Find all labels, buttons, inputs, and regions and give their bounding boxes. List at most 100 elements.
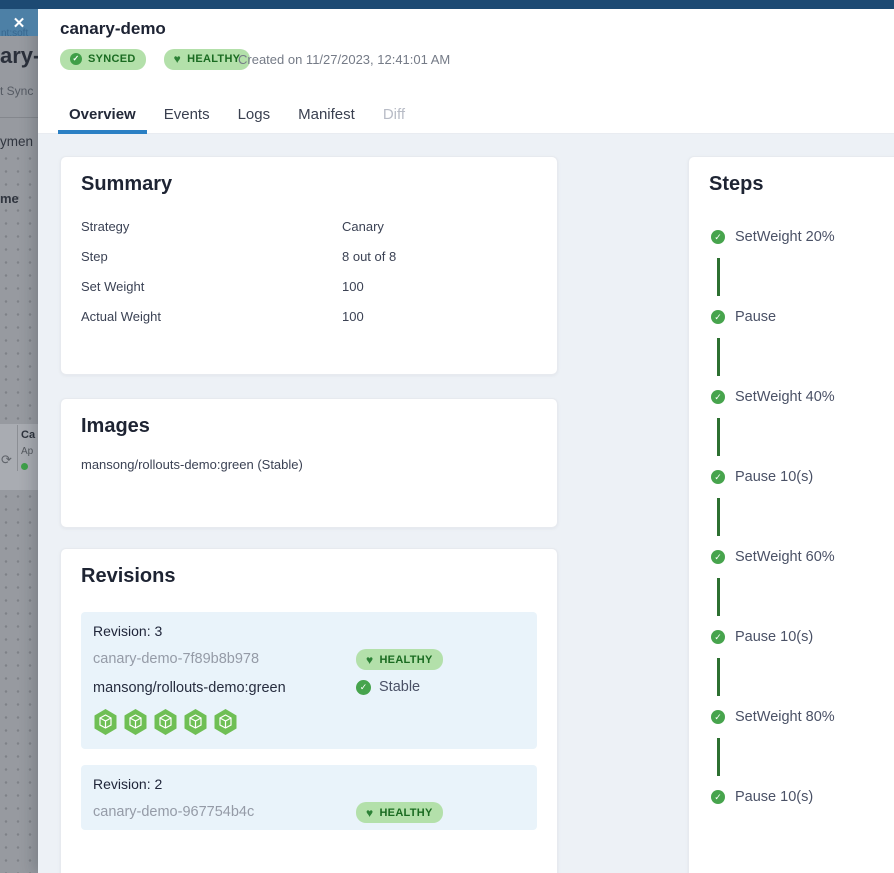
step-connector — [717, 498, 720, 536]
summary-label: Set Weight — [81, 278, 145, 294]
revision-health-label: HEALTHY — [379, 653, 433, 666]
node-card-divider — [17, 425, 18, 471]
step-check-icon: ✓ — [711, 710, 725, 724]
tab-diff[interactable]: Diff — [382, 105, 406, 123]
image-item: mansong/rollouts-demo:green (Stable) — [81, 457, 303, 472]
rollout-detail-panel: canary-demo ✓ SYNCED ♥ HEALTHY Created o… — [38, 9, 894, 873]
resource-tree-dot-grid — [0, 152, 38, 873]
health-status-label: HEALTHY — [187, 53, 241, 65]
step-setweight-40: ✓ SetWeight 40% — [711, 387, 835, 407]
summary-value: 100 — [342, 278, 364, 294]
pod-icon[interactable] — [93, 708, 118, 736]
step-connector — [717, 338, 720, 376]
sync-status-badge: ✓ SYNCED — [60, 48, 146, 70]
check-circle-icon: ✓ — [70, 53, 82, 65]
revision-health-badge: ♥ HEALTHY — [356, 649, 443, 670]
step-connector — [717, 578, 720, 616]
tab-bar: Overview Events Logs Manifest Diff — [38, 95, 894, 134]
step-check-icon: ✓ — [711, 630, 725, 644]
step-check-icon: ✓ — [711, 230, 725, 244]
steps-list: ✓ SetWeight 20% ✓ Pause ✓ SetWeight 40% … — [711, 227, 835, 807]
step-pause: ✓ Pause — [711, 307, 835, 327]
revision-block-3: Revision: 3 canary-demo-7f89b8b978 ♥ HEA… — [81, 612, 537, 749]
step-pause-10s-1: ✓ Pause 10(s) — [711, 467, 835, 487]
summary-label: Actual Weight — [81, 308, 161, 324]
step-check-icon: ✓ — [711, 470, 725, 484]
step-pause-10s-2: ✓ Pause 10(s) — [711, 627, 835, 647]
revision-title: Revision: 3 — [93, 623, 163, 639]
pod-icon[interactable] — [123, 708, 148, 736]
node-health-dot — [21, 463, 28, 470]
close-panel-button[interactable]: ✕ nt:soft — [0, 9, 38, 36]
tab-logs[interactable]: Logs — [237, 105, 271, 123]
revision-title: Revision: 2 — [93, 776, 163, 792]
revision-image: mansong/rollouts-demo:green — [93, 680, 286, 696]
step-check-icon: ✓ — [711, 310, 725, 324]
summary-value: 8 out of 8 — [342, 248, 397, 264]
step-check-icon: ✓ — [711, 390, 725, 404]
summary-label: Strategy — [81, 218, 130, 234]
step-setweight-20: ✓ SetWeight 20% — [711, 227, 835, 247]
background-section-fragment: ymen — [0, 134, 34, 149]
background-sync-text-fragment: t Sync — [0, 84, 34, 98]
status-badge-row: ✓ SYNCED ♥ HEALTHY — [60, 48, 251, 70]
revisions-card-title: Revisions — [81, 565, 176, 587]
summary-row-set-weight: Set Weight 100 — [81, 271, 537, 301]
pod-icon[interactable] — [153, 708, 178, 736]
revision-health-label: HEALTHY — [379, 806, 433, 819]
images-card: Images mansong/rollouts-demo:green (Stab… — [60, 398, 558, 528]
node-card-title-fragment: Ca — [21, 429, 36, 441]
revisions-card: Revisions Revision: 3 canary-demo-7f89b8… — [60, 548, 558, 873]
panel-content: Summary Strategy Canary Step 8 out of 8 … — [38, 134, 894, 873]
tab-overview[interactable]: Overview — [58, 95, 147, 134]
step-check-icon: ✓ — [711, 550, 725, 564]
revision-image-status: ✓ Stable — [356, 679, 420, 695]
summary-value: 100 — [342, 308, 364, 324]
health-status-badge: ♥ HEALTHY — [163, 48, 251, 70]
summary-row-actual-weight: Actual Weight 100 — [81, 301, 537, 331]
pod-icon[interactable] — [183, 708, 208, 736]
heart-icon: ♥ — [366, 652, 374, 667]
pod-list — [93, 708, 238, 736]
background-divider — [0, 117, 38, 118]
sync-status-label: SYNCED — [88, 53, 136, 65]
steps-card: Steps ✓ SetWeight 20% ✓ Pause ✓ SetWeigh… — [688, 156, 894, 873]
node-card-subtitle-fragment: Ap — [21, 446, 34, 457]
application-icon: ⟳ — [1, 452, 12, 467]
background-resource-node-card: ⟳ Ca Ap — [0, 424, 38, 490]
summary-value: Canary — [342, 218, 384, 234]
summary-label: Step — [81, 248, 108, 264]
step-pause-10s-3: ✓ Pause 10(s) — [711, 787, 835, 807]
step-setweight-60: ✓ SetWeight 60% — [711, 547, 835, 567]
background-link-fragment: nt:soft — [1, 28, 29, 36]
revision-health-badge: ♥ HEALTHY — [356, 802, 443, 823]
step-setweight-80: ✓ SetWeight 80% — [711, 707, 835, 727]
panel-title: canary-demo — [60, 19, 166, 38]
summary-card: Summary Strategy Canary Step 8 out of 8 … — [60, 156, 558, 375]
stable-label: Stable — [379, 679, 421, 695]
heart-icon: ♥ — [173, 52, 182, 66]
step-connector — [717, 738, 720, 776]
step-connector — [717, 658, 720, 696]
images-card-title: Images — [81, 415, 150, 437]
tab-events[interactable]: Events — [163, 105, 210, 123]
step-connector — [717, 258, 720, 296]
step-connector — [717, 418, 720, 456]
app-top-bar — [0, 0, 894, 9]
heart-icon: ♥ — [366, 805, 374, 820]
tab-manifest[interactable]: Manifest — [298, 105, 355, 123]
summary-rows: Strategy Canary Step 8 out of 8 Set Weig… — [81, 211, 537, 331]
steps-card-title: Steps — [709, 173, 764, 195]
summary-card-title: Summary — [81, 173, 173, 195]
replicaset-name: canary-demo-967754b4c — [93, 804, 255, 820]
created-timestamp: Created on 11/27/2023, 12:41:01 AM — [238, 51, 451, 67]
revision-block-2: Revision: 2 canary-demo-967754b4c ♥ HEAL… — [81, 765, 537, 830]
step-check-icon: ✓ — [711, 790, 725, 804]
summary-row-step: Step 8 out of 8 — [81, 241, 537, 271]
check-circle-icon: ✓ — [356, 679, 371, 695]
background-table-header-fragment: me — [0, 191, 19, 206]
summary-row-strategy: Strategy Canary — [81, 211, 537, 241]
pod-icon[interactable] — [213, 708, 238, 736]
replicaset-name: canary-demo-7f89b8b978 — [93, 651, 260, 667]
background-app-title-fragment: ary- — [0, 43, 38, 68]
